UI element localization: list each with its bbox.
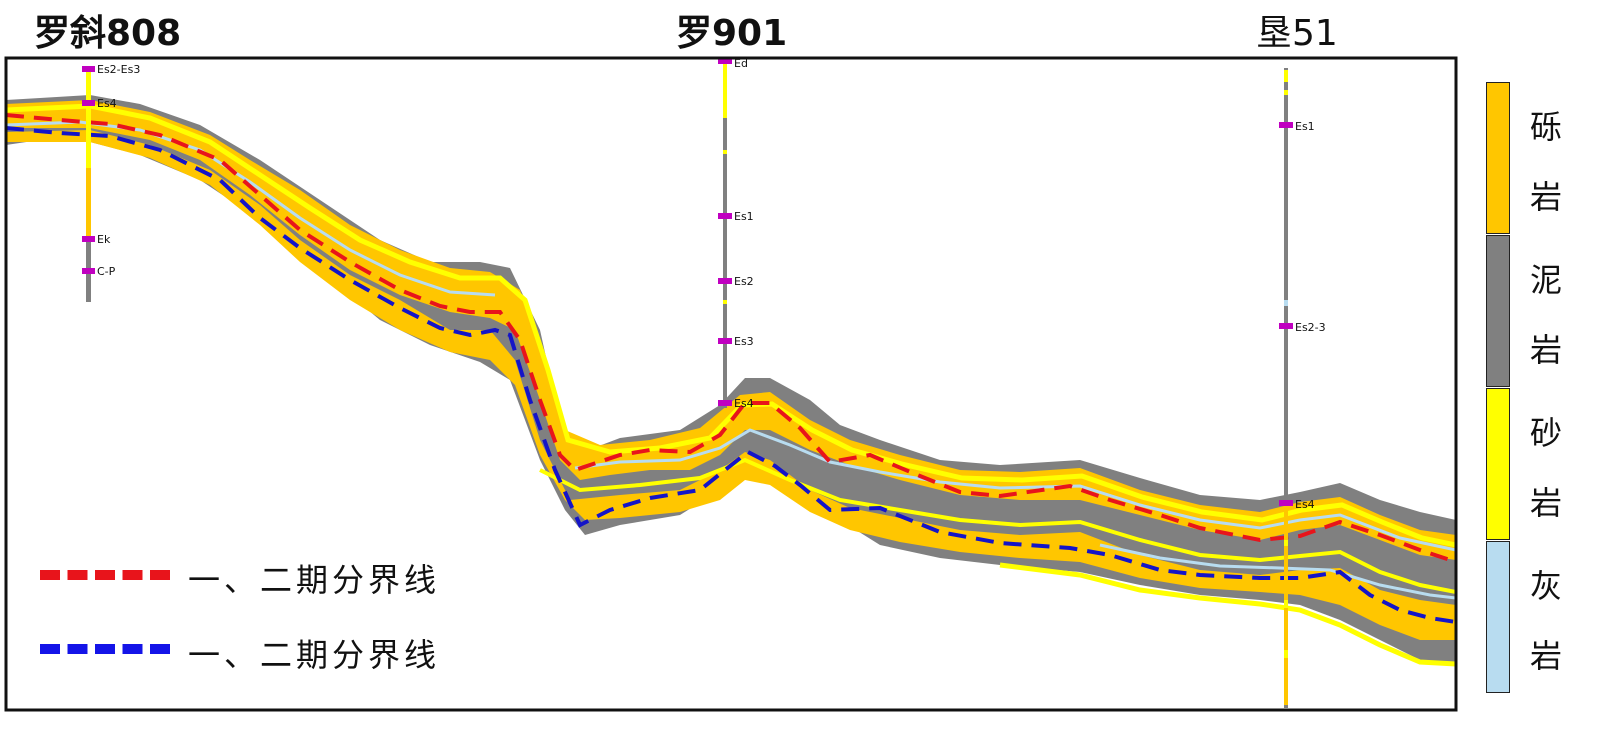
marker-ed xyxy=(718,58,732,64)
limestone-bed-3 xyxy=(1099,543,1456,600)
legend-blue-dash xyxy=(40,644,170,654)
sand-stringer-2 xyxy=(539,457,1456,594)
lith-label-sandstone-bottom: 岩 xyxy=(1529,484,1562,522)
limestone-bed-1 xyxy=(6,120,496,297)
well-log-luo901: Ed Es1 Es2 Es3 Es4 xyxy=(718,57,754,410)
marker-label: Es2 xyxy=(734,275,754,288)
marker-es2 xyxy=(718,278,732,284)
blue-boundary-line xyxy=(6,126,1456,624)
marker-es4 xyxy=(718,400,732,406)
marker-es2-3 xyxy=(1279,323,1293,329)
marker-label: C-P xyxy=(97,265,116,278)
marker-label: Es1 xyxy=(734,210,754,223)
well-title-ken51: 垦51 xyxy=(1256,13,1338,54)
marker-label: Es3 xyxy=(734,335,754,348)
lith-label-limestone-bottom: 岩 xyxy=(1529,637,1562,675)
lith-label-limestone-top: 灰 xyxy=(1529,567,1562,605)
lith-swatch-sandstone xyxy=(1486,388,1510,540)
limestone-bed-2 xyxy=(574,428,1456,552)
marker-es4 xyxy=(1279,500,1293,506)
lith-swatch-limestone xyxy=(1486,541,1510,693)
legend-red-label: 一、二期分界线 xyxy=(188,561,441,599)
legend-red-dash xyxy=(40,570,170,580)
legend-blue-label: 一、二期分界线 xyxy=(188,636,441,674)
well-title-luo901: 罗901 xyxy=(676,13,788,54)
marker-es3 xyxy=(718,338,732,344)
well-log-luoxie808: Es2-Es3 Es4 Ek C-P xyxy=(82,63,140,302)
marker-es1 xyxy=(1279,122,1293,128)
red-boundary-line xyxy=(6,113,1456,564)
marker-ek xyxy=(82,236,95,242)
marker-label: Ed xyxy=(734,57,748,70)
marker-label: Es4 xyxy=(97,97,117,110)
sand-stringer-3 xyxy=(999,562,1456,667)
marker-label: Es4 xyxy=(734,397,754,410)
lith-label-mudstone-top: 泥 xyxy=(1529,261,1562,299)
marker-es4 xyxy=(82,100,95,106)
lith-label-gravel-top: 砾 xyxy=(1529,108,1562,146)
lith-label-sandstone-top: 砂 xyxy=(1529,414,1562,452)
well-title-luoxie808: 罗斜808 xyxy=(34,13,182,54)
marker-label: Es2-Es3 xyxy=(97,63,140,76)
marker-label: Ek xyxy=(97,233,111,246)
sand-stringer-1 xyxy=(6,103,1456,548)
marker-label: Es4 xyxy=(1295,498,1315,511)
marker-es2-es3 xyxy=(82,66,95,72)
gravel-layer-upper xyxy=(6,100,1456,560)
marker-label: Es2-3 xyxy=(1295,321,1326,334)
section-frame xyxy=(4,56,1458,712)
lithology-legend: 砾 岩 泥 岩 砂 岩 灰 岩 xyxy=(1486,82,1600,694)
lith-swatch-gravel xyxy=(1486,82,1510,234)
gravel-layer-lower xyxy=(6,130,1456,640)
marker-c-p xyxy=(82,268,95,274)
lith-label-mudstone-bottom: 岩 xyxy=(1529,331,1562,369)
lith-swatch-mudstone xyxy=(1486,235,1510,387)
lith-label-gravel-bottom: 岩 xyxy=(1529,178,1562,216)
well-log-ken51: Es1 Es2-3 Es4 xyxy=(1279,68,1326,708)
marker-es1 xyxy=(718,213,732,219)
marker-label: Es1 xyxy=(1295,120,1315,133)
